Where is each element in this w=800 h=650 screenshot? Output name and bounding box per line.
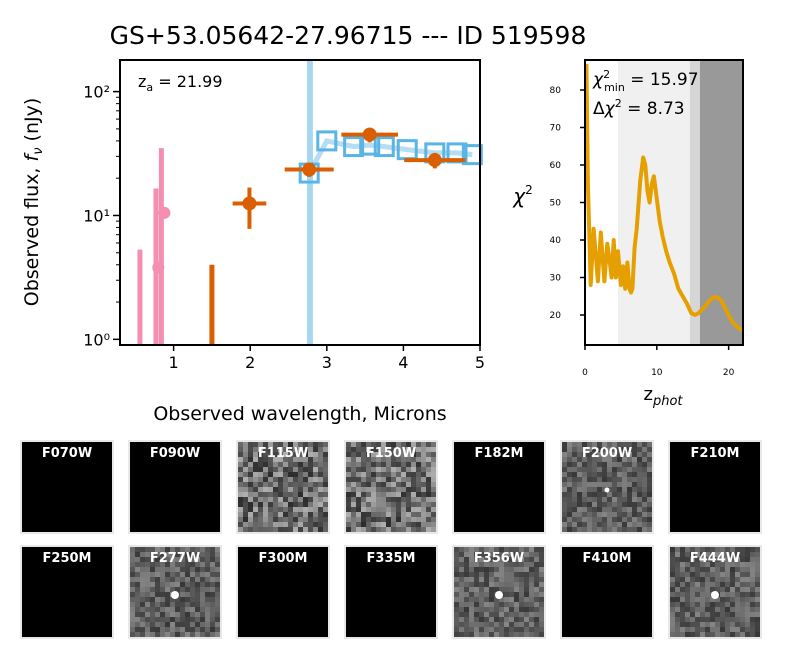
filter-label: F070W [41,446,93,461]
filter-label: F090W [149,446,201,461]
sed-plot-frame [119,59,481,346]
sed-x-tick-label: 4 [398,353,408,372]
stamp-image [454,547,544,637]
figure-title: GS+53.05642-27.96715 --- ID 519598 [110,21,587,50]
model-point [158,206,171,219]
sed-plot: 1 2 3 4 5 10⁰ 10¹ 10² za = 21.99 Observed wavel… [21,59,485,425]
chi2-x-tick-label: 10 [651,368,663,378]
sed-x-tick-label: 2 [245,353,255,372]
model-point [152,261,165,274]
stamp-image [346,442,436,532]
filter-label: F335M [366,551,416,566]
detection-point [302,162,317,177]
delta-chi2-annotation: Δχ2 = 8.73 [593,97,685,119]
chi2-shaded-region [618,60,690,345]
model-flux-marker [343,136,365,158]
filter-label: F200W [581,446,633,461]
stamp-image [562,442,652,532]
filter-stamp-f150w: F150W [344,440,438,534]
chi2-plot: 0 10 20 20 30 40 50 60 70 80 χ2 min = 15.97 Δχ2 = … [512,59,744,409]
sed-plot-area [137,60,483,345]
chi2-x-tick-label: 0 [582,368,588,378]
chi2-x-axis-label: zphot [644,384,684,409]
chi2-y-tick-label: 20 [550,311,562,321]
chi2-y-tick-label: 50 [550,199,562,209]
chi2-x-tick-label: 20 [723,368,735,378]
redshift-annotation: za = 21.99 [138,72,223,94]
sed-y-tick-label: 10⁰ [83,330,110,349]
filter-label: F115W [257,446,309,461]
source-dot [171,591,179,599]
filter-label: F182M [474,446,524,461]
chi2-y-tick-label: 70 [550,124,562,134]
filter-label: F410M [582,551,632,566]
chi2-y-tick-label: 40 [550,236,562,246]
sed-y-tick-label: 10¹ [83,206,110,225]
filter-label: F356W [473,551,525,566]
source-dot [604,487,610,493]
chi2-y-tick-label: 60 [550,161,562,171]
filter-stamp-f200w: F200W [560,440,654,534]
chi2-y-axis-label: χ2 [512,183,532,208]
source-dot [495,591,503,599]
stamp-image [670,547,760,637]
sed-y-tick-label: 10² [83,83,110,102]
chi2-plot-area [584,60,744,345]
filter-stamp-f070w: F070W [20,440,114,534]
chi2-curve [584,63,744,332]
detection-point [242,196,257,211]
chi2-y-tick-label: 30 [550,274,562,284]
filter-stamp-f410m: F410M [560,545,654,639]
chi2-shaded-region [689,60,700,345]
chi2-axis-ticks: 0 10 20 20 30 40 50 60 70 80 [550,86,735,378]
chart-canvas: GS+53.05642-27.96715 --- ID 519598 1 2 3 4 5… [21,21,744,425]
filter-label: F210M [690,446,740,461]
chi2-y-tick-label: 80 [550,86,562,96]
model-flux-marker [461,144,483,166]
filter-label: F150W [365,446,417,461]
chi2-min-annotation: χ2 min = 15.97 [592,68,699,94]
filter-stamp-f115w: F115W [236,440,330,534]
filter-stamp-f090w: F090W [128,440,222,534]
filter-label: F250M [42,551,92,566]
stamp-image [238,442,328,532]
detection-point [427,153,442,168]
filter-stamp-f210m: F210M [668,440,762,534]
model-flux-marker [316,130,338,152]
filter-label: F277W [149,551,201,566]
filter-stamp-f182m: F182M [452,440,546,534]
sed-x-tick-label: 5 [475,353,485,372]
stamp-image [130,547,220,637]
filter-stamp-f300m: F300M [236,545,330,639]
filter-stamp-f250m: F250M [20,545,114,639]
filter-stamp-f356w: F356W [452,545,546,639]
sed-x-tick-label: 1 [169,353,179,372]
sed-x-axis-label: Observed wavelength, Microns [153,403,446,425]
filter-stamp-f335m: F335M [344,545,438,639]
model-flux-marker [373,136,395,158]
filter-stamp-f444w: F444W [668,545,762,639]
detection-point [362,127,377,142]
sed-x-tick-label: 3 [322,353,332,372]
filter-label: F444W [689,551,741,566]
filter-label: F300M [258,551,308,566]
source-dot [711,591,719,599]
sed-y-axis-label: Observed flux, fν (nJy) [21,98,46,307]
chi2-shaded-region [699,60,743,345]
sed-axis-ticks: 1 2 3 4 5 10⁰ 10¹ 10² [83,83,485,372]
filter-stamp-f277w: F277W [128,545,222,639]
